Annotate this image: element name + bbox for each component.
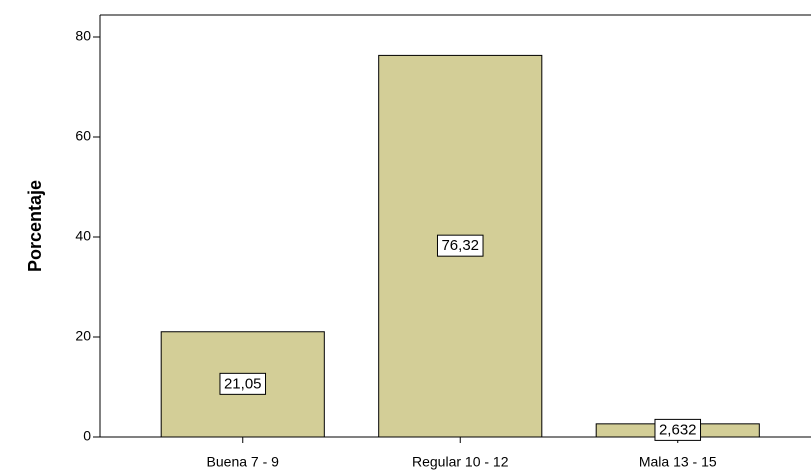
value-label-box (654, 418, 702, 441)
y-axis-title: Porcentaje (25, 180, 45, 272)
value-label: 21,05 (224, 375, 262, 392)
y-tick-label: 0 (83, 428, 91, 444)
value-label: 2,632 (659, 421, 697, 438)
bar (160, 331, 325, 438)
value-label: 76,32 (441, 237, 479, 254)
x-tick-label: Regular 10 - 12 (412, 454, 509, 470)
y-tick-label: 60 (75, 128, 91, 144)
x-tick-label: Buena 7 - 9 (207, 454, 280, 470)
y-tick-label: 40 (75, 228, 91, 244)
y-tick-label: 80 (75, 28, 91, 44)
x-tick-label: Mala 13 - 15 (639, 454, 717, 470)
value-label-box (219, 372, 267, 395)
value-label-box (436, 234, 484, 257)
y-tick-label: 20 (75, 328, 91, 344)
